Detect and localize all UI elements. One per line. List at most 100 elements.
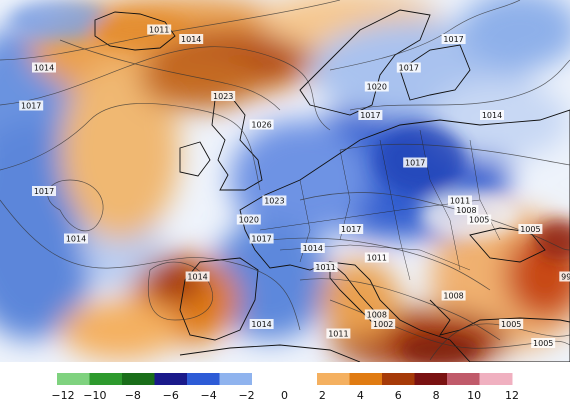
isobar-label-text: 1011	[315, 263, 335, 272]
colorbar-tick-label: 4	[357, 389, 364, 402]
colorbar-swatch	[187, 373, 220, 385]
isobar-label-text: 1005	[520, 225, 540, 234]
isobar-label-text: 1011	[149, 26, 169, 35]
isobar-label-text: 1014	[181, 35, 201, 44]
isobar-label-bg	[518, 224, 543, 234]
colorbar-swatch	[349, 373, 383, 385]
isobar-label-text: 1014	[187, 273, 207, 282]
isobar-label-text: 1020	[367, 83, 387, 92]
isobar-label-bg	[396, 62, 421, 73]
isobar-label: 1017	[32, 186, 56, 196]
colorbar-swatch	[219, 373, 253, 385]
isobar-label-bg	[179, 34, 204, 44]
isobar-label-text: 1026	[251, 121, 271, 130]
colorbar-tick-label: 8	[433, 389, 440, 402]
isobar-label: 999	[559, 271, 570, 282]
colorbar-tick-label: −6	[163, 389, 179, 402]
isobar-label-bg	[32, 186, 56, 196]
isobar-label-bg	[236, 214, 261, 225]
colorbar-swatch	[382, 373, 415, 385]
isobar-label: 1023	[262, 195, 287, 206]
isobar-label: 1008	[454, 205, 479, 215]
isobar-label: 1017	[396, 62, 421, 73]
colorbar-tick-label: −4	[201, 389, 217, 402]
isobar-label-text: 1014	[251, 320, 271, 329]
isobar-labels: 1011 1014 1014 1017 1023 1026 1017 1014 1020 1017…	[19, 24, 570, 348]
isobar-label-text: 1017	[360, 111, 380, 120]
isobar-label: 1017	[249, 233, 274, 244]
isobar-label: 1017	[339, 224, 364, 234]
isobar-label-text: 1017	[443, 35, 463, 44]
isobar-label-bg	[358, 110, 383, 120]
colorbar-tick-label: 6	[395, 389, 402, 402]
isobars	[0, 0, 570, 361]
isobar-label-text: 1008	[456, 206, 476, 215]
isobar-label-text: 1008	[443, 292, 463, 301]
colorbar-tick-label: 10	[467, 389, 481, 402]
isobar-label-bg	[454, 205, 479, 215]
isobar-label-text: 1014	[482, 111, 502, 120]
colorbar: −12 −10 −8 −6 −4 −2 0 2 4 6 8 10 12	[0, 362, 570, 409]
colorbar-swatch	[89, 373, 123, 385]
isobar-label-bg	[326, 328, 351, 339]
colorbar-swatch	[479, 373, 513, 385]
isobar-label: 1020	[364, 81, 389, 92]
isobar-label-text: 1002	[373, 320, 393, 329]
isobar-label-text: 1011	[367, 254, 387, 263]
isobar-label: 1002	[371, 319, 396, 329]
isobar-label: 1011	[313, 262, 338, 272]
isobar-label-bg	[262, 195, 287, 206]
isobar-label-bg	[467, 214, 492, 225]
isobar-label-bg	[211, 91, 236, 101]
isobar-label-bg	[64, 233, 88, 244]
colorbar-svg: −12 −10 −8 −6 −4 −2 0 2 4 6 8 10 12	[51, 373, 519, 402]
isobar-label-text: 1017	[399, 64, 419, 73]
isobar-label-text: 1017	[251, 235, 271, 244]
isobar-label: 1008	[441, 290, 466, 301]
isobar-label-text: 1011	[328, 330, 348, 339]
isobar-label-bg	[531, 338, 556, 348]
isobar-label: 1011	[326, 328, 351, 339]
isobar-label: 1011	[147, 24, 172, 35]
isobar-label-bg	[249, 119, 274, 130]
colorbar-tick-label: −12	[51, 389, 74, 402]
colorbar-swatch	[414, 373, 448, 385]
isobar-label: 1017	[441, 34, 466, 44]
colorbar-swatch	[317, 373, 350, 385]
colorbar-swatch	[447, 373, 480, 385]
colorbar-swatch	[122, 373, 155, 385]
isobar-label-text: 1005	[533, 339, 553, 348]
isobar-label: 1014	[300, 243, 325, 253]
isobar-label: 1005	[518, 224, 543, 234]
isobar-label-text: 1017	[21, 102, 41, 111]
colorbar-swatch	[252, 373, 285, 385]
isobar-label-text: 1014	[66, 235, 86, 244]
colorbar-swatches	[57, 373, 513, 385]
isobar-label-text: 999	[561, 273, 570, 282]
isobar-label-text: 1005	[469, 216, 489, 225]
isobar-label: 1014	[185, 271, 210, 282]
isobar-label-bg	[249, 319, 274, 329]
isobar-label: 1023	[211, 91, 236, 101]
colorbar-tick-label: 0	[281, 389, 288, 402]
isobar-label-bg	[441, 290, 466, 301]
isobar-label-text: 1017	[405, 159, 425, 168]
isobar-label-bg	[364, 81, 389, 92]
isobar-label: 1005	[499, 319, 524, 329]
isobar-label-bg	[559, 271, 570, 282]
isobar-label-bg	[313, 262, 338, 272]
weather-map: 1011 1014 1014 1017 1023 1026 1017 1014 1020 1017…	[0, 0, 570, 362]
isobar-label-bg	[19, 100, 44, 111]
isobar-label: 1011	[448, 195, 472, 206]
isobar-label: 1017	[358, 110, 383, 120]
isobar-label-text: 1023	[213, 92, 233, 101]
isobar-label-bg	[499, 319, 524, 329]
colorbar-tick-label: 2	[319, 389, 326, 402]
isobar-label-bg	[185, 271, 210, 282]
colorbar-swatch	[57, 373, 90, 385]
isobar-label-bg	[448, 195, 472, 206]
isobar-label-bg	[147, 24, 172, 35]
isobar-label: 1005	[531, 338, 556, 348]
isobar-label: 1017	[19, 100, 44, 111]
isobar-label: 1014	[249, 319, 274, 329]
